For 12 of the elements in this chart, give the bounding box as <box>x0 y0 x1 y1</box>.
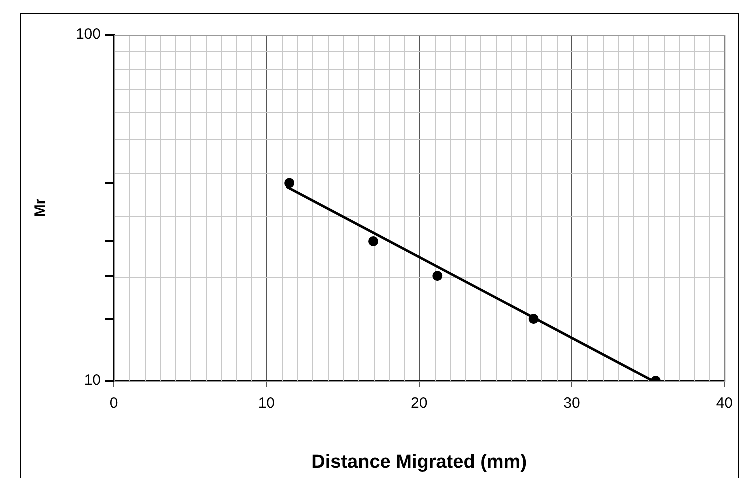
x-tick-label: 0 <box>110 395 118 412</box>
x-axis-title: Distance Migrated (mm) <box>312 452 528 473</box>
y-axis-title: Mr <box>32 198 50 218</box>
x-tick-label: 20 <box>410 395 428 412</box>
x-tick-label: 10 <box>258 395 276 412</box>
point <box>432 271 443 282</box>
x-tick-label: 40 <box>716 395 733 412</box>
point <box>528 314 539 324</box>
x-tick-label: 30 <box>564 395 580 412</box>
point <box>368 236 379 247</box>
y-tick-label: 100 <box>76 26 101 44</box>
point <box>284 178 295 188</box>
